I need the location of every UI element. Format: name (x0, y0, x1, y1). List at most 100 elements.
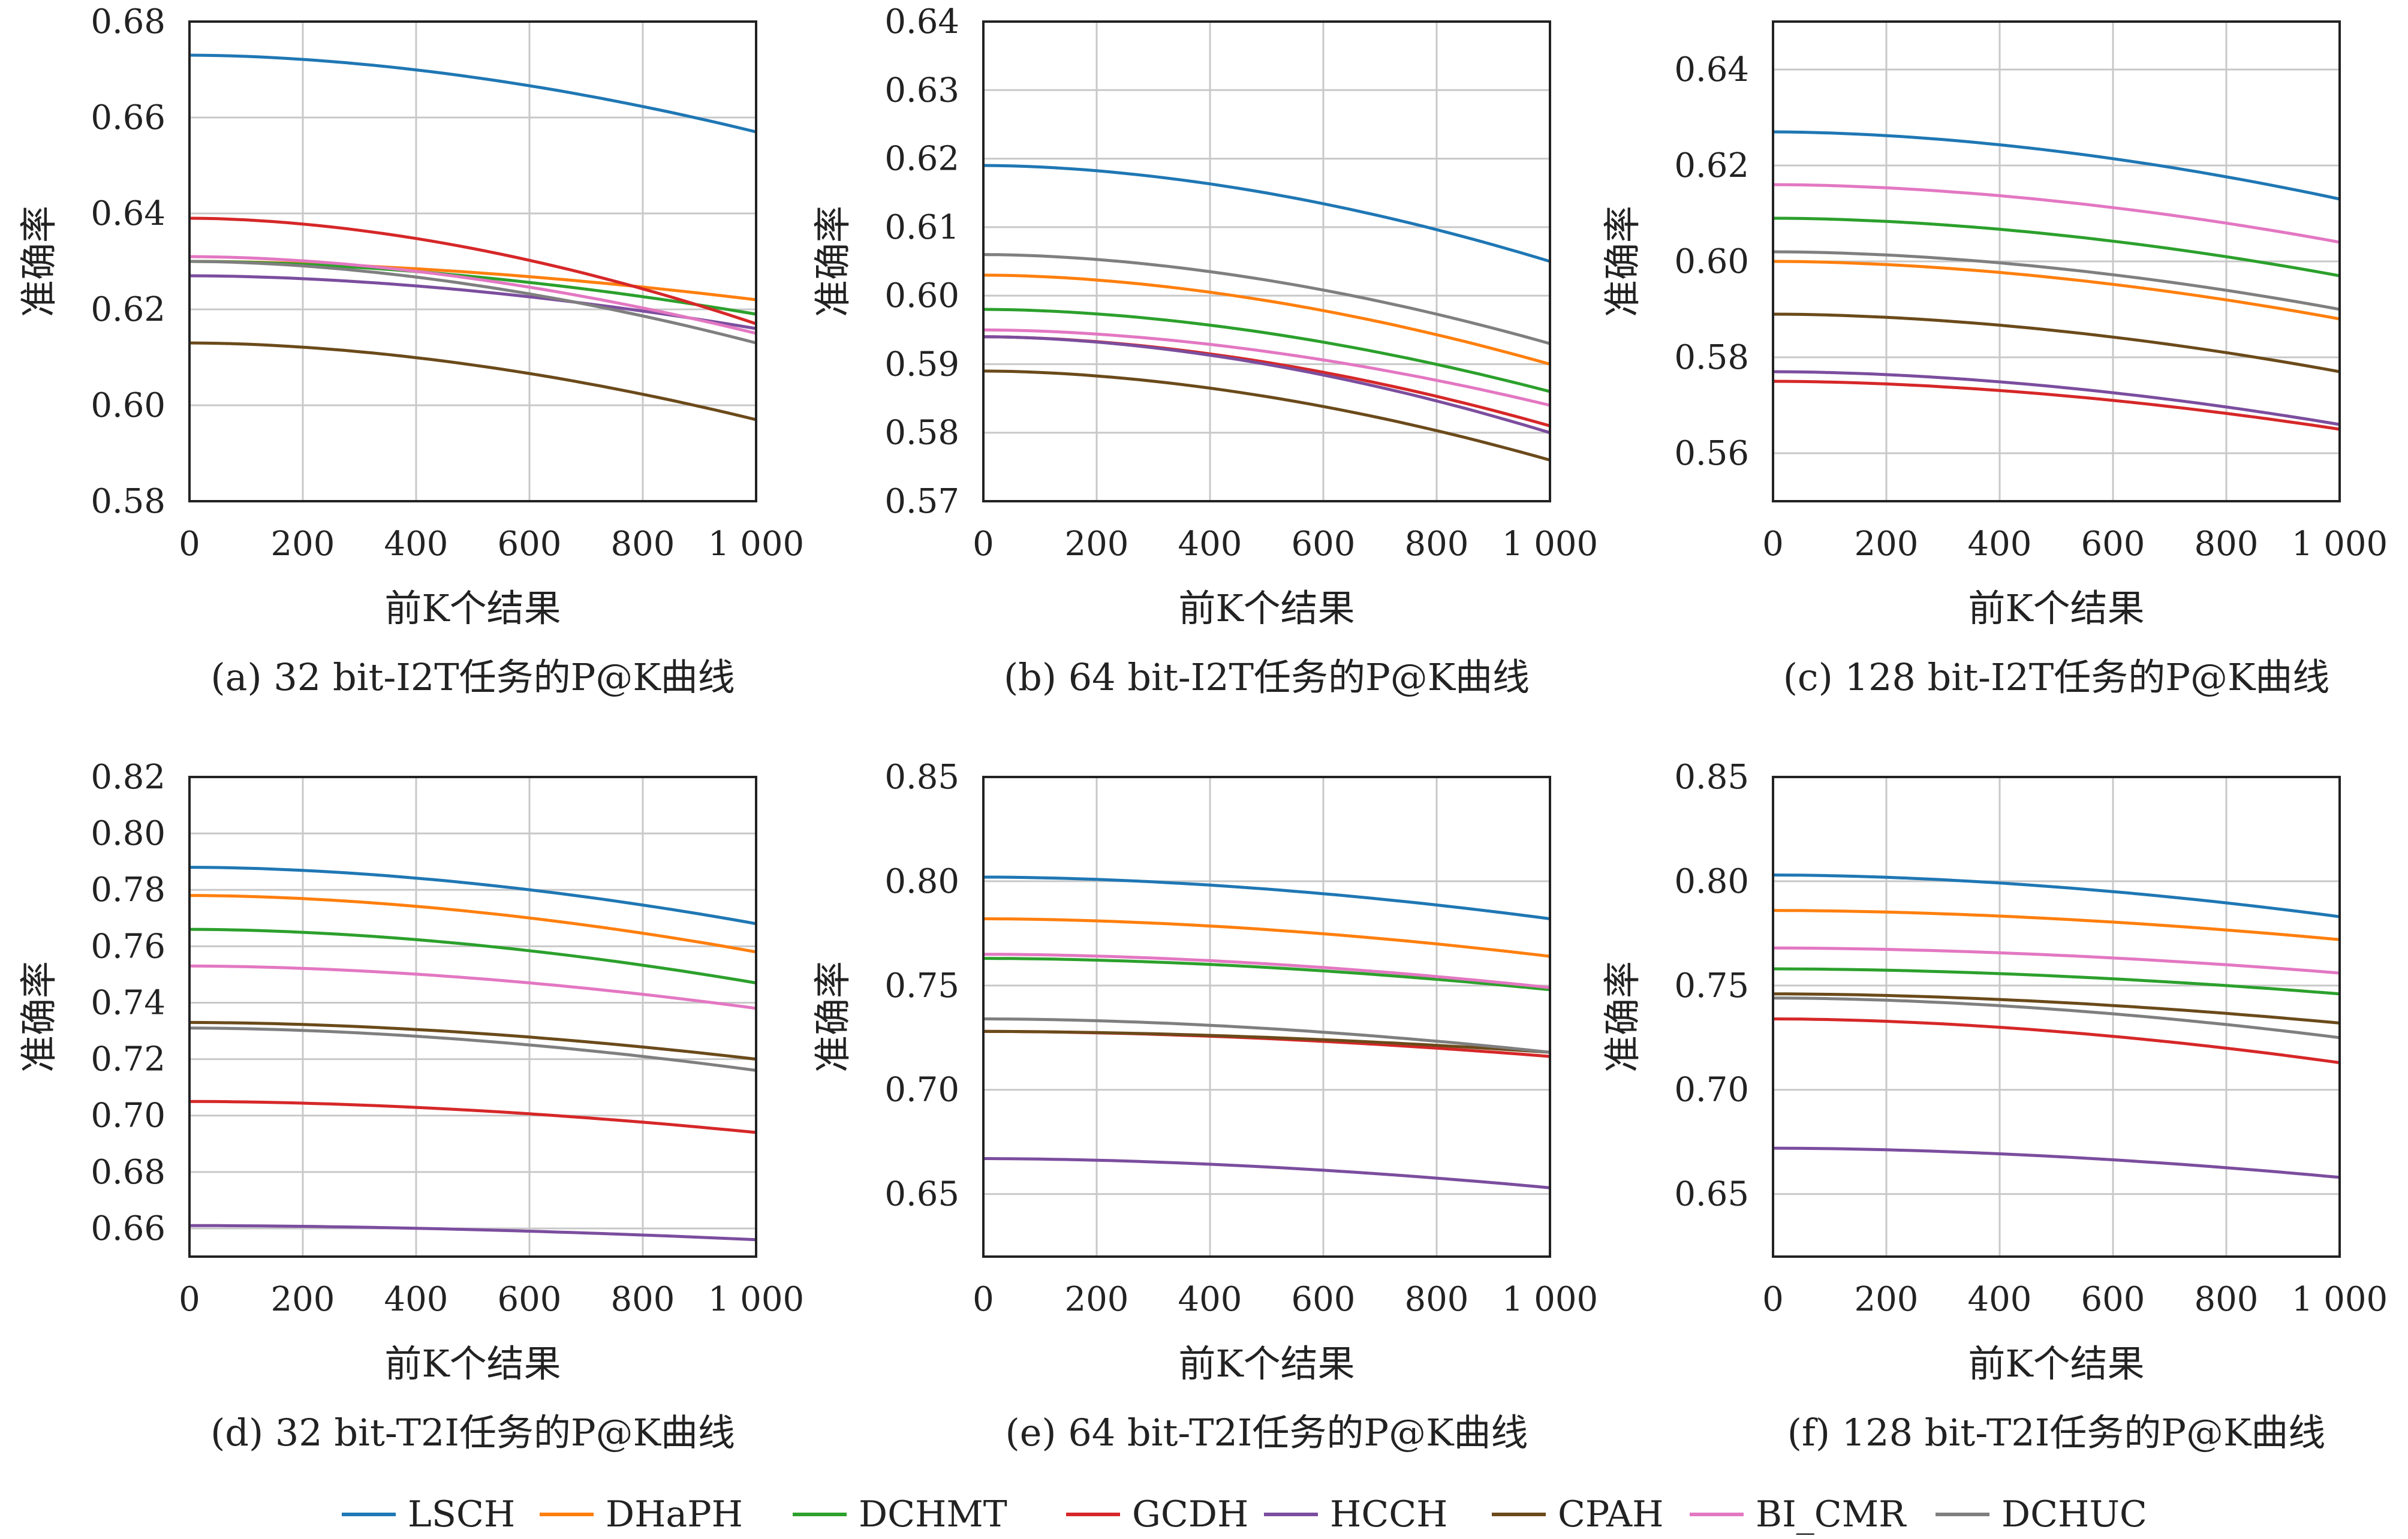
subplot-c: 0 200 400 600 800 1 000 0.56 0.58 0.60 0.62 0.64 前K… (1600, 20, 2388, 699)
x-tick-label: 400 (1968, 525, 2032, 564)
x-axis-label: 前K个结果 (384, 586, 561, 630)
legend-label-dchuc: DCHUC (2001, 1493, 2147, 1535)
y-tick-label: 0.85 (884, 758, 959, 797)
series-line-dhaph (1772, 909, 2340, 941)
series-line-lsch (1772, 874, 2340, 918)
series-line-dhaph (189, 260, 757, 302)
y-tick-label: 0.75 (884, 966, 959, 1005)
subplot-e: 0 200 400 600 800 1 000 0.65 0.70 0.75 0.80 0.85 前K… (811, 758, 1598, 1454)
subplot-caption: (a) 32 bit-I2T任务的P@K曲线 (210, 655, 735, 699)
y-tick-label: 0.64 (884, 2, 959, 41)
x-tick-label: 200 (271, 525, 335, 564)
y-tick-label: 0.82 (91, 758, 165, 797)
series-line-cpah (983, 369, 1551, 462)
y-tick-label: 0.58 (884, 414, 959, 453)
x-tick-label: 1 000 (708, 1280, 804, 1319)
legend-label-hcch: HCCH (1330, 1493, 1447, 1535)
x-tick-label: 400 (384, 525, 449, 564)
y-tick-label: 0.68 (91, 1153, 165, 1192)
subplot-b: 0 200 400 600 800 1 000 0.57 0.58 0.59 0.60 0.61 0.… (811, 2, 1598, 699)
x-tick-label: 1 000 (2292, 1280, 2388, 1319)
subplot-d: 0 200 400 600 800 1 000 0.66 0.68 0.70 0.72 0.74 0.… (17, 758, 804, 1454)
x-tick-label: 400 (384, 1280, 449, 1319)
series-line-lsch (189, 53, 757, 134)
series-line-lsch (983, 164, 1551, 263)
y-tick-label: 0.65 (1674, 1175, 1749, 1214)
y-tick-label: 0.70 (91, 1097, 165, 1136)
y-axis-label: 准确率 (811, 961, 854, 1073)
x-tick-label: 600 (1292, 525, 1356, 564)
plot-frame (188, 776, 757, 1258)
y-axis-label: 准确率 (1600, 961, 1644, 1073)
y-tick-label: 0.66 (91, 98, 165, 137)
series-line-dhaph (189, 894, 757, 954)
series-line-lsch (1772, 130, 2340, 201)
y-tick-label: 0.68 (91, 2, 165, 41)
subplot-f: 0 200 400 600 800 1 000 0.65 0.70 0.75 0.80 0.85 前K… (1600, 758, 2388, 1454)
y-tick-label: 0.60 (91, 386, 165, 425)
plot-frame (1772, 20, 2341, 502)
series-line-dchuc (983, 253, 1551, 345)
series-line-cpah (1772, 312, 2340, 374)
x-tick-label: 200 (1855, 525, 1919, 564)
x-axis-label: 前K个结果 (1968, 1342, 2144, 1386)
y-tick-label: 0.60 (884, 276, 959, 315)
y-axis-label: 准确率 (17, 206, 61, 317)
x-tick-label: 1 000 (708, 525, 804, 564)
y-axis-label: 准确率 (17, 961, 61, 1073)
y-tick-label: 0.61 (884, 208, 959, 247)
x-axis-label: 前K个结果 (1968, 586, 2144, 630)
y-tick-label: 0.58 (91, 482, 165, 521)
x-tick-label: 1 000 (1502, 525, 1598, 564)
y-tick-label: 0.63 (884, 71, 959, 110)
series-line-dhaph (983, 273, 1551, 366)
series-line-bi_cmr (189, 964, 757, 1010)
y-tick-label: 0.76 (91, 927, 165, 966)
y-axis-label: 准确率 (811, 206, 854, 317)
y-tick-label: 0.57 (884, 482, 959, 521)
y-tick-label: 0.58 (1674, 338, 1749, 377)
y-tick-label: 0.80 (884, 862, 959, 901)
legend-label-lsch: LSCH (408, 1493, 515, 1535)
x-tick-label: 600 (1292, 1280, 1356, 1319)
series-line-dchmt (1772, 967, 2340, 996)
series-line-hcch (1772, 370, 2340, 426)
y-axis-label: 准确率 (1600, 206, 1644, 317)
series-line-bi_cmr (1772, 183, 2340, 244)
x-tick-label: 600 (498, 1280, 562, 1319)
x-tick-label: 800 (1405, 1280, 1469, 1319)
y-tick-label: 0.70 (884, 1071, 959, 1110)
y-tick-label: 0.85 (1674, 758, 1749, 797)
series-line-dchuc (1772, 996, 2340, 1040)
x-tick-label: 600 (2081, 525, 2145, 564)
series-line-cpah (983, 1029, 1551, 1054)
series-line-hcch (983, 335, 1551, 435)
series-line-cpah (189, 1020, 757, 1061)
x-axis-label: 前K个结果 (1178, 586, 1354, 630)
series-line-dchmt (983, 957, 1551, 992)
series-line-hcch (189, 1224, 757, 1242)
legend-label-bi_cmr: BI_CMR (1756, 1493, 1907, 1535)
series-line-dchuc (189, 1026, 757, 1072)
series-line-dchuc (983, 1017, 1551, 1054)
plot-frame (982, 20, 1551, 502)
y-tick-label: 0.60 (1674, 242, 1749, 281)
series-line-gcdh (189, 1100, 757, 1134)
series-line-hcch (1772, 1146, 2340, 1179)
x-tick-label: 0 (973, 1280, 994, 1319)
series-line-dchuc (189, 260, 757, 345)
series-line-hcch (983, 1157, 1551, 1189)
series-line-dchmt (1772, 216, 2340, 278)
series-line-gcdh (1772, 1017, 2340, 1064)
subplot-a: 0 200 400 600 800 1 000 0.58 0.60 0.62 0.64 0.66 0.… (17, 2, 804, 699)
plot-frame (982, 776, 1551, 1258)
x-tick-label: 1 000 (1502, 1280, 1598, 1319)
legend: LSCH DHaPH DCHMT GCDH HCCH CPAH BI_CMR DCHUC (342, 1493, 2147, 1535)
series-line-gcdh (189, 216, 757, 326)
legend-label-cpah: CPAH (1558, 1493, 1663, 1535)
series-line-bi_cmr (983, 953, 1551, 989)
series-line-dchmt (189, 927, 757, 984)
x-tick-label: 400 (1968, 1280, 2032, 1319)
series-line-dchuc (1772, 250, 2340, 311)
legend-label-dchmt: DCHMT (859, 1493, 1007, 1535)
